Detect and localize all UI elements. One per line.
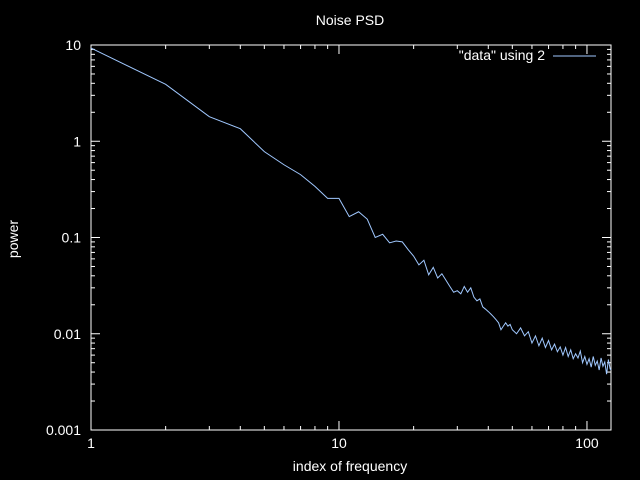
x-axis-label: index of frequency bbox=[293, 458, 407, 474]
y-tick-label: 0.1 bbox=[62, 230, 82, 246]
legend-label: "data" using 2 bbox=[459, 47, 545, 63]
x-tick-label: 100 bbox=[575, 435, 599, 451]
x-axis-tick-labels: 1 10 100 bbox=[87, 435, 599, 451]
y-tick-label: 1 bbox=[73, 133, 81, 149]
x-tick-label: 1 bbox=[87, 435, 95, 451]
y-tick-label: 0.01 bbox=[54, 326, 81, 342]
y-axis-label: power bbox=[5, 220, 21, 258]
series-line-data bbox=[90, 47, 612, 375]
x-axis-ticks bbox=[90, 45, 588, 430]
y-axis-tick-labels: 10 1 0.1 0.01 0.001 bbox=[46, 37, 81, 438]
y-tick-label: 10 bbox=[65, 37, 81, 53]
y-axis-ticks bbox=[91, 44, 611, 431]
x-tick-label: 10 bbox=[331, 435, 347, 451]
legend: "data" using 2 bbox=[459, 47, 596, 63]
chart-title: Noise PSD bbox=[316, 12, 384, 28]
y-tick-label: 0.001 bbox=[46, 422, 81, 438]
